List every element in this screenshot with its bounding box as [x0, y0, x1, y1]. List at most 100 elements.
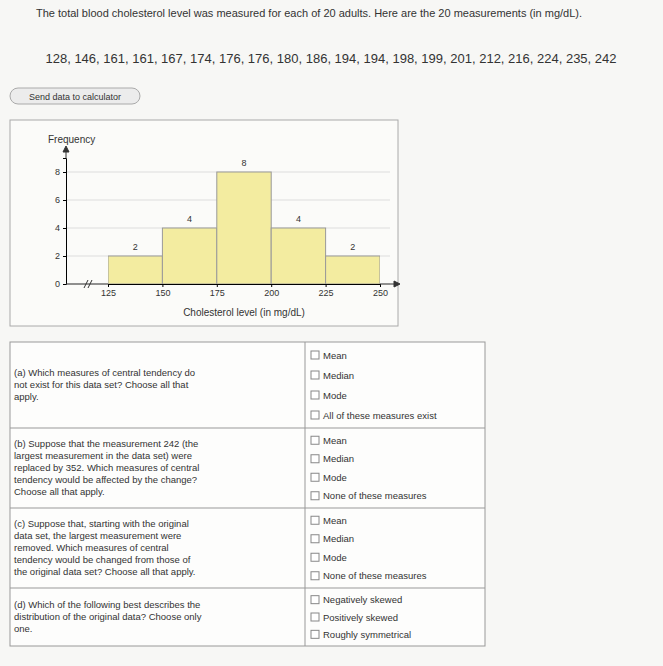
- checkbox[interactable]: [311, 553, 319, 561]
- y-axis-title: Frequency: [48, 134, 95, 145]
- button-shape[interactable]: [10, 88, 140, 104]
- page: The total blood cholesterol level was me…: [0, 0, 663, 666]
- question-text: replaced by 352. Which measures of centr…: [14, 462, 199, 473]
- x-tick-mark: [217, 284, 218, 287]
- button-label[interactable]: Send data to calculator: [29, 92, 121, 102]
- question-text: (d) Which of the following best describe…: [14, 599, 200, 610]
- y-tick: 2: [55, 251, 66, 261]
- x-tick: 150: [155, 284, 170, 298]
- option-label[interactable]: Mean: [323, 350, 347, 361]
- chart-frame: [10, 120, 398, 326]
- y-tick: 8: [55, 167, 66, 177]
- y-tick-mark: [63, 172, 66, 173]
- y-tick-label: 6: [55, 195, 60, 205]
- checkbox[interactable]: [311, 596, 319, 604]
- x-tick: 225: [319, 284, 334, 298]
- row-divider: [10, 508, 485, 509]
- y-tick-mark: [63, 200, 66, 201]
- option-label[interactable]: Median: [323, 370, 354, 381]
- bar: [271, 228, 325, 284]
- option-label[interactable]: Mean: [323, 515, 347, 526]
- option-label[interactable]: Positively skewed: [323, 612, 398, 623]
- option-label[interactable]: All of these measures exist: [323, 410, 437, 421]
- y-tick-label: 2: [55, 251, 60, 261]
- x-tick-mark: [162, 284, 163, 287]
- y-tick-mark: [63, 256, 66, 257]
- x-tick: 250: [373, 284, 388, 298]
- x-axis-line: [109, 285, 381, 288]
- x-tick-mark: [271, 284, 272, 287]
- data-label: 4: [296, 214, 301, 224]
- row-divider: [10, 428, 485, 429]
- checkbox[interactable]: [311, 516, 319, 524]
- x-tick-label: 250: [373, 288, 388, 298]
- data-label: 8: [241, 158, 246, 168]
- question-text: apply.: [14, 391, 39, 402]
- checkbox[interactable]: [311, 630, 319, 638]
- data-label: 4: [187, 214, 192, 224]
- checkbox[interactable]: [311, 613, 319, 621]
- bar: [162, 228, 216, 284]
- x-tick-mark: [326, 284, 327, 287]
- question-text: data set, the largest measurement were: [14, 530, 181, 541]
- option-label[interactable]: Mode: [323, 472, 347, 483]
- option-label[interactable]: Median: [323, 533, 354, 544]
- checkbox[interactable]: [311, 535, 319, 543]
- intro-text: The total blood cholesterol level was me…: [36, 7, 582, 19]
- option-label[interactable]: Median: [323, 453, 354, 464]
- axis-decor: [63, 146, 400, 288]
- checkbox[interactable]: [311, 371, 319, 379]
- data-label: 2: [350, 242, 355, 252]
- y-tick: 6: [55, 195, 66, 205]
- bar: [326, 256, 380, 284]
- axis-extension: [380, 284, 394, 285]
- question-text: distribution of the original data? Choos…: [14, 611, 202, 622]
- checkbox[interactable]: [311, 391, 319, 399]
- option-label[interactable]: Negatively skewed: [323, 594, 402, 605]
- option-label[interactable]: None of these measures: [323, 490, 427, 501]
- x-axis-title: Cholesterol level (in mg/dL): [183, 307, 305, 318]
- bars: [108, 172, 380, 284]
- checkbox[interactable]: [311, 436, 319, 444]
- option-label[interactable]: Mean: [323, 435, 347, 446]
- checkbox[interactable]: [311, 411, 319, 419]
- y-tick: 4: [55, 223, 66, 233]
- send-button[interactable]: Send data to calculator: [10, 88, 140, 104]
- x-tick: 125: [101, 284, 116, 298]
- x-tick-mark: [108, 284, 109, 287]
- data-list: 128, 146, 161, 161, 167, 174, 176, 176, …: [45, 51, 616, 66]
- x-tick-label: 125: [101, 288, 116, 298]
- checkbox[interactable]: [311, 492, 319, 500]
- option-label[interactable]: None of these measures: [323, 570, 427, 581]
- option-label[interactable]: Mode: [323, 390, 347, 401]
- question-text: largest measurement in the data set) wer…: [14, 450, 192, 461]
- question-text: one.: [14, 623, 33, 634]
- data-label: 2: [133, 242, 138, 252]
- question-text: not exist for this data set? Choose all …: [14, 379, 189, 390]
- table-frame: [10, 342, 485, 646]
- y-tick-mark: [63, 284, 66, 285]
- column-divider: [305, 342, 306, 646]
- question-text: tendency would be changed from those of: [14, 554, 191, 565]
- y-axis: 0 2 4 6 8: [55, 159, 67, 290]
- option-label[interactable]: Mode: [323, 552, 347, 563]
- checkbox[interactable]: [311, 455, 319, 463]
- question-table: (a) Which measures of central tendency d…: [10, 342, 485, 646]
- question-text: (b) Suppose that the measurement 242 (th…: [14, 438, 198, 449]
- arrow: [63, 146, 69, 152]
- y-tick: 0: [55, 279, 66, 289]
- checkbox[interactable]: [311, 473, 319, 481]
- y-axis-line: [63, 159, 67, 285]
- question-text: tendency would be affected by the change…: [14, 474, 197, 485]
- y-tick-label: 0: [55, 279, 60, 289]
- option-label[interactable]: Roughly symmetrical: [323, 629, 411, 640]
- y-tick-label: 4: [55, 223, 60, 233]
- question-text: the original data set? Choose all that a…: [14, 566, 196, 577]
- bar: [217, 172, 271, 284]
- x-tick: 200: [264, 284, 279, 298]
- x-tick-label: 225: [319, 288, 334, 298]
- checkbox[interactable]: [311, 572, 319, 580]
- checkbox[interactable]: [311, 351, 319, 359]
- x-axis: 125 150 175 200 225 250: [101, 284, 388, 298]
- x-tick-label: 175: [210, 288, 225, 298]
